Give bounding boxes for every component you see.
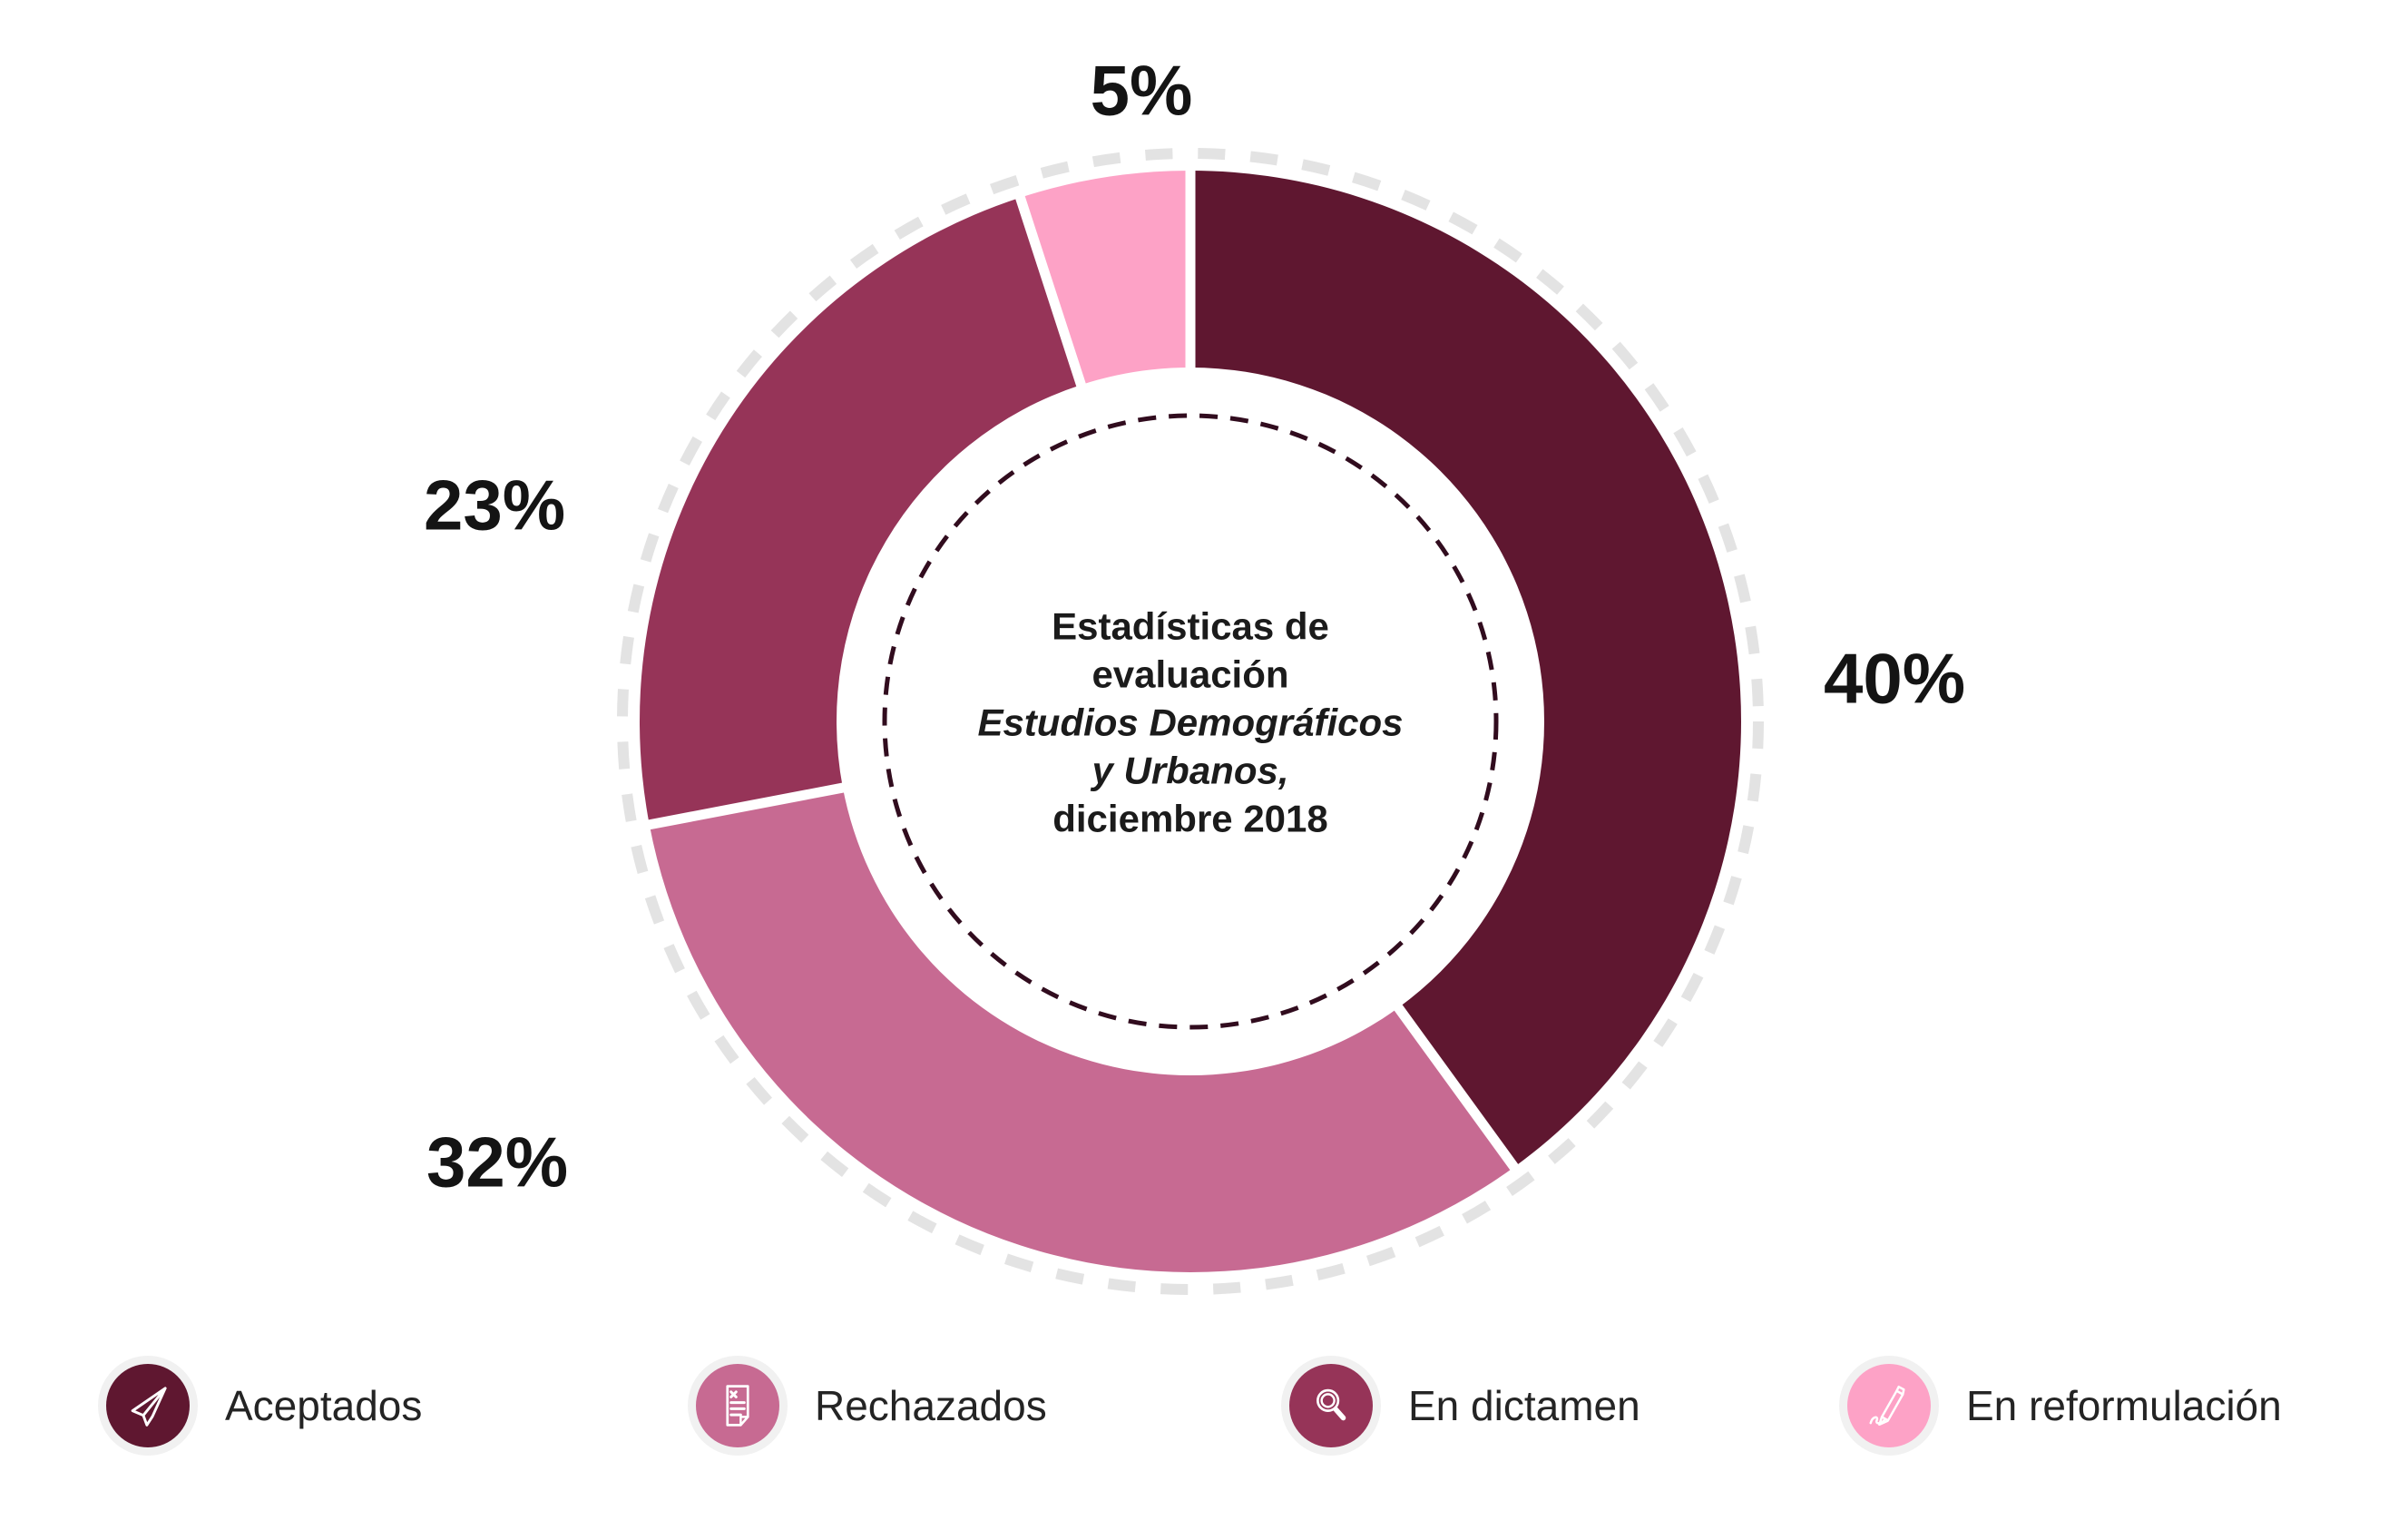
legend-badge-ring	[98, 1356, 198, 1456]
legend-badge	[106, 1364, 190, 1447]
center-title-line2: evaluación	[1091, 652, 1289, 696]
slice-label-en-dictamen: 23%	[423, 465, 566, 545]
legend-badge-ring	[1839, 1356, 1939, 1456]
legend-label: Aceptados	[225, 1382, 423, 1429]
legend-badge-ring	[688, 1356, 788, 1456]
slice-label-aceptados: 40%	[1823, 638, 1966, 719]
legend-item-aceptados: Aceptados	[98, 1356, 422, 1456]
legend-label: En dictamen	[1408, 1382, 1640, 1429]
donut-slice-3	[1020, 171, 1190, 386]
center-title-line4: y Urbanos,	[1091, 749, 1289, 792]
document-x-icon	[726, 1385, 749, 1427]
slice-label-en-reformulacion: 5%	[1090, 50, 1193, 131]
center-title-line3: Estudios Demográficos	[977, 701, 1404, 744]
legend-badge-ring	[1281, 1356, 1381, 1456]
pen-signature-icon	[1869, 1385, 1905, 1427]
legend-badge	[696, 1364, 779, 1447]
donut-svg	[617, 148, 1764, 1295]
center-title-line5: diciembre 2018	[1052, 797, 1328, 840]
slice-label-rechazados: 32%	[426, 1122, 569, 1202]
donut-slice-2	[640, 197, 1082, 825]
legend-label: Rechazados	[815, 1382, 1047, 1429]
paper-plane-icon	[131, 1387, 167, 1427]
slice-separator	[1390, 998, 1522, 1176]
inner-dashed-ring	[882, 413, 1499, 1030]
legend-label: En reformulación	[1966, 1382, 2282, 1429]
legend-item-rechazados: Rechazados	[688, 1356, 1047, 1456]
chart-center-title: Estadísticas de evaluación Estudios Demo…	[864, 603, 1517, 844]
slice-separator	[641, 781, 851, 831]
slice-separator	[1013, 189, 1089, 394]
legend-item-en-dictamen: En dictamen	[1281, 1356, 1640, 1456]
outer-dashed-ring	[617, 148, 1764, 1295]
magnifier-icon	[1317, 1388, 1346, 1421]
center-title-line1: Estadísticas de	[1052, 604, 1329, 648]
donut-slice-0	[1190, 171, 1741, 1168]
legend-item-en-reformulacion: En reformulación	[1839, 1356, 2282, 1456]
donut-slice-1	[649, 788, 1514, 1272]
legend-badge	[1847, 1364, 1931, 1447]
legend-badge	[1289, 1364, 1373, 1447]
